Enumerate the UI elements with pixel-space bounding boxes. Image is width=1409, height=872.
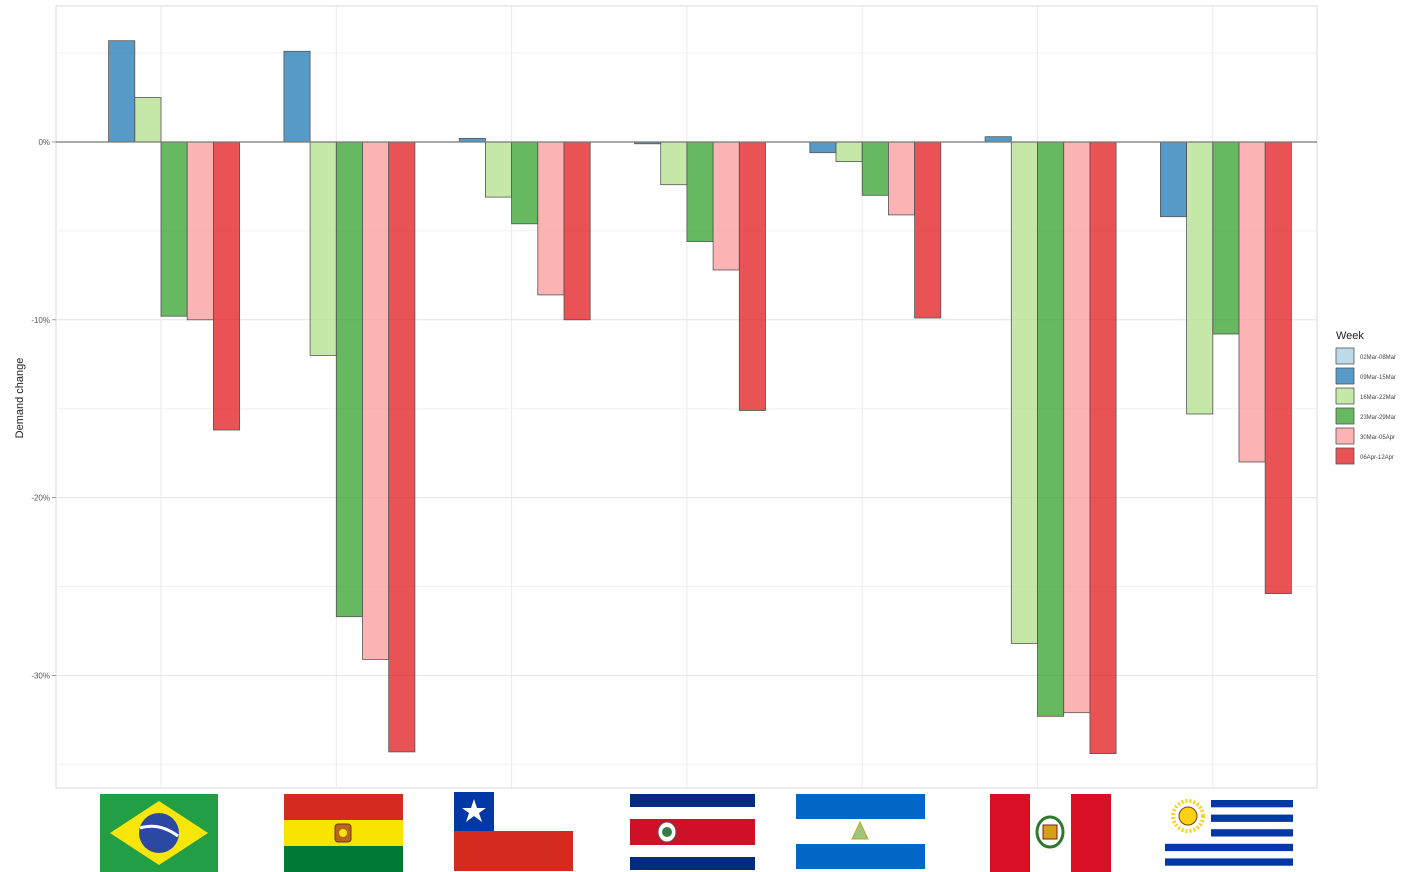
legend-label: 06Apr-12Apr [1360, 455, 1394, 461]
brazil-flag-icon [100, 794, 218, 872]
bar-bolivia-6 [388, 141, 416, 753]
bar-nicaragua-3 [835, 141, 863, 163]
uruguay-flag-icon [1165, 799, 1293, 866]
bar-chile-4 [511, 141, 539, 225]
bar-chile-6 [563, 141, 591, 321]
bar-uruguay-6 [1264, 141, 1292, 595]
legend-title: Week [1336, 330, 1364, 342]
chile-flag-icon [454, 792, 573, 871]
bar-costa-rica-3 [660, 141, 688, 186]
bar-peru-5 [1063, 141, 1091, 714]
bar-brazil-2 [108, 40, 136, 143]
bar-brazil-6 [212, 141, 240, 431]
legend-key [1335, 347, 1355, 365]
legend-key [1335, 367, 1355, 385]
bar-bolivia-4 [335, 141, 363, 618]
bar-bolivia-3 [309, 141, 337, 356]
legend-key [1335, 407, 1355, 425]
sun-icon [1171, 799, 1205, 833]
bar-brazil-5 [186, 141, 214, 321]
y-axis: 0% -10% -20% -30% [31, 138, 56, 680]
legend-label: 02Mar-08Mar [1360, 355, 1396, 361]
bar-peru-3 [1010, 141, 1038, 644]
costa-rica-flag-icon [630, 794, 755, 870]
bar-uruguay-3 [1186, 141, 1214, 415]
legend-label: 30Mar-05Apr [1360, 435, 1395, 441]
bar-nicaragua-6 [914, 141, 942, 319]
y-tick-label: -20% [31, 494, 50, 503]
y-tick-label: 0% [38, 138, 50, 147]
legend-key [1335, 387, 1355, 405]
bar-nicaragua-4 [861, 141, 889, 196]
bar-peru-2 [984, 136, 1012, 143]
bar-uruguay-4 [1212, 141, 1240, 335]
bar-uruguay-5 [1238, 141, 1266, 463]
nicaragua-flag-icon [796, 794, 925, 869]
legend-key [1335, 427, 1355, 445]
legend-label: 09Mar-15Mar [1360, 375, 1396, 381]
legend-key [1335, 447, 1355, 465]
peru-flag-icon [990, 794, 1111, 872]
bar-bolivia-5 [362, 141, 390, 660]
bar-chile-3 [484, 141, 512, 198]
bar-uruguay-2 [1160, 141, 1188, 218]
bar-costa-rica-6 [738, 141, 766, 411]
flags-row [100, 792, 1293, 872]
y-axis-title: Demand change [14, 358, 26, 439]
bar-costa-rica-4 [686, 141, 714, 242]
bar-brazil-4 [160, 141, 188, 317]
bar-brazil-3 [134, 97, 162, 143]
y-tick-label: -30% [31, 671, 50, 680]
bar-costa-rica-5 [712, 141, 740, 271]
bar-chile-5 [537, 141, 565, 296]
bar-nicaragua-5 [888, 141, 916, 216]
bolivia-flag-icon [284, 794, 403, 872]
legend: Week 02Mar-08Mar 09Mar-15Mar 16Mar-22Mar 23… [1335, 330, 1396, 465]
bar-bolivia-2 [283, 50, 311, 143]
bar-peru-4 [1037, 141, 1065, 717]
bar-peru-6 [1089, 141, 1117, 754]
legend-label: 16Mar-22Mar [1360, 395, 1396, 401]
y-tick-label: -10% [31, 316, 50, 325]
bar-nicaragua-2 [809, 141, 837, 154]
legend-label: 23Mar-29Mar [1360, 415, 1396, 421]
